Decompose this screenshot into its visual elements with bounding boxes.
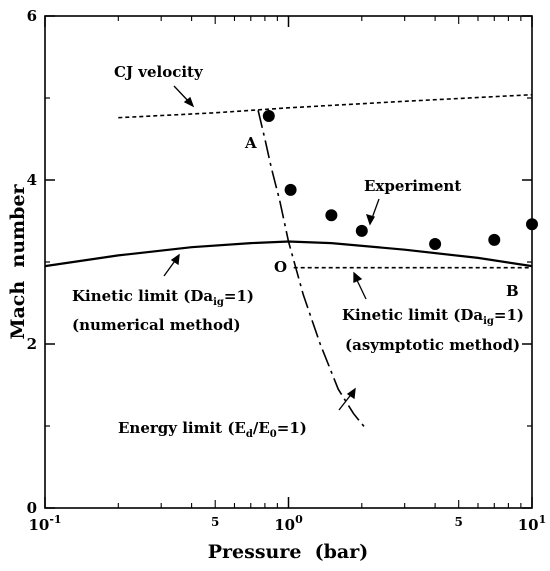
x-tick-label: 5 [211,515,219,529]
experiment-point [355,224,368,237]
annotation-point-o: O [274,258,287,276]
x-tick-label-base: 10 [518,516,539,534]
energy-limit-mid: /E [253,419,270,437]
x-axis-title: Pressure (bar) [208,541,369,563]
annotation-cj-velocity: CJ velocity [114,63,204,81]
x-tick-label: 10-1 [28,513,61,534]
x-tick-label-exponent: -1 [49,513,61,526]
annotation-kinetic-asymptotic: Kinetic limit (Daig=1) [342,306,524,327]
experiment-point [429,237,442,250]
x-tick-label-exponent: 0 [295,513,303,526]
y-tick-label: 0 [27,499,37,517]
kinetic-numerical-sub: ig [213,297,224,308]
annotation-point-a: A [244,134,257,152]
x-tick-label-exponent: 1 [539,513,547,526]
x-tick-label-base: 10 [28,516,49,534]
kinetic-asymptotic-arrow [353,271,367,300]
x-tick-label: 101 [518,513,547,534]
kinetic-asymptotic-tail: =1) [494,306,524,324]
annotation-arrows [163,85,380,411]
energy-limit-tail: =1) [277,419,307,437]
experiment-point [526,218,538,231]
energy-limit-text: Energy limit (E [118,419,246,437]
annotation-kinetic-numerical-method: (numerical method) [72,316,241,334]
experiment-point [488,233,501,246]
experiment-point [262,110,275,123]
kinetic-numerical-arrow [163,253,180,277]
series-line-kinetic-limit-numerical-method [44,240,533,268]
kinetic-asymptotic-sub: ig [483,316,494,327]
x-tick-label-base: 5 [211,515,219,529]
experiment-point [284,183,297,196]
x-tick-label-base: 10 [274,516,295,534]
series-line-energy-limit [257,110,368,431]
energy-limit-arrow [338,387,356,411]
annotation-energy-limit: Energy limit (Ed/E0=1) [118,419,307,440]
y-tick-label: 2 [27,335,37,353]
kinetic-numerical-tail: =1) [224,287,254,305]
experiment-point [325,209,338,222]
series-line-cj-velocity [118,93,533,119]
experiment-arrow [365,198,380,226]
experiment-markers [262,110,538,250]
kinetic-numerical-text: Kinetic limit (Da [72,287,213,305]
x-tick-label-base: 5 [455,515,463,529]
series-layer [44,93,533,431]
x-tick-label: 100 [274,513,303,534]
y-tick-label: 6 [27,7,37,25]
x-tick-label: 5 [455,515,463,529]
annotation-kinetic-numerical: Kinetic limit (Daig=1) [72,287,254,308]
annotation-kinetic-asymptotic-method: (asymptotic method) [345,336,520,354]
energy-limit-sub-0: 0 [270,429,277,440]
energy-limit-sub-d: d [246,429,253,440]
annotation-point-b: B [506,282,519,300]
y-tick-label: 4 [27,171,37,189]
cj-velocity-arrow [173,85,195,108]
axis-ticks [44,15,533,509]
y-axis-title: Mach number [7,183,29,339]
kinetic-asymptotic-text: Kinetic limit (Da [342,306,483,324]
annotation-experiment: Experiment [364,177,461,195]
